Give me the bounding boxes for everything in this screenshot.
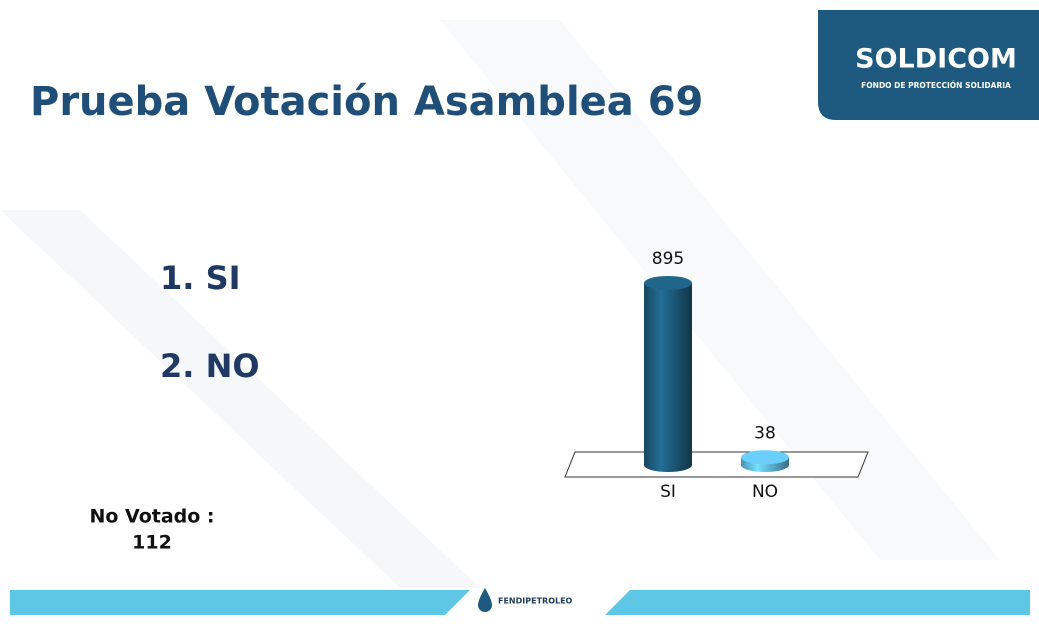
option: 1. SI [160,259,241,297]
logo-box [818,10,1039,120]
bar-top [644,276,692,290]
footer-band [605,590,1030,615]
chart: 895 SI 38 NO [644,249,789,502]
chart-floor [564,451,869,478]
bg-stripe [0,210,480,588]
logo: SOLDICOM [855,44,1017,75]
note-value: 112 [132,532,172,554]
bg-stripe [440,20,1000,560]
category-label: NO [752,482,778,502]
data-label: 38 [754,423,776,443]
footer-brand: FENDIPETROLEO [498,597,573,606]
category-label: SI [660,482,676,502]
bar [644,283,692,472]
note-label: No Votado : [89,506,214,528]
bar-top [741,450,789,465]
footer-band [10,590,470,615]
title: Prueba Votación Asamblea 69 [30,79,703,125]
logo-subtitle: FONDO DE PROTECCIÓN SOLIDARIA [861,81,1011,90]
data-label: 895 [652,249,684,269]
footer-icon [478,588,492,612]
option: 2. NO [160,347,260,385]
